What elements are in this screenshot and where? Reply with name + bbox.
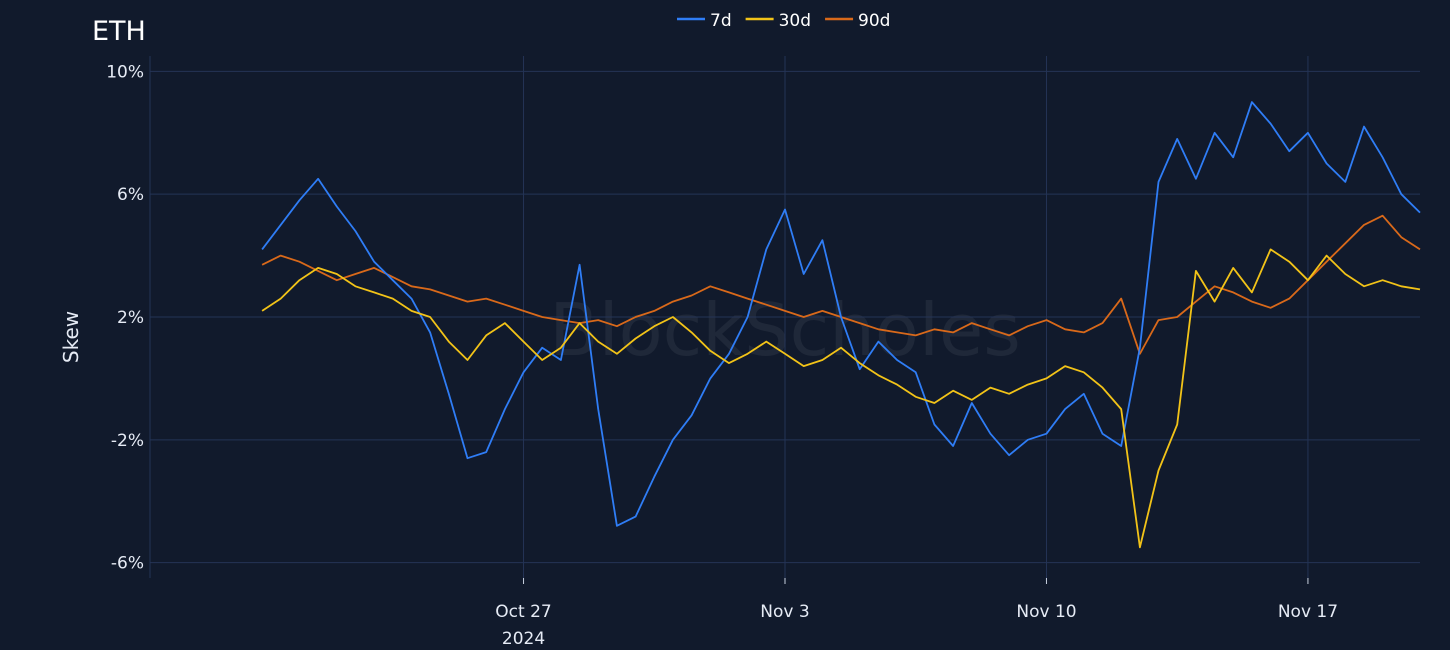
y-tick-label: 2%: [117, 308, 144, 328]
x-tick-label: Oct 27: [495, 602, 551, 622]
legend-label: 7d: [710, 11, 732, 31]
y-tick-label: -6%: [111, 554, 144, 574]
chart-title: ETH: [92, 16, 146, 47]
grid: [149, 56, 1420, 578]
series-lines: [261, 101, 1421, 549]
x-axis-ticks: Oct 27 2024 Nov 3 Nov 10 Nov 17: [495, 578, 1338, 649]
series-line-7d: [261, 101, 1421, 527]
legend[interactable]: 7d 30d 90d: [677, 11, 890, 31]
y-tick-label: 6%: [117, 185, 144, 205]
legend-label: 90d: [858, 11, 890, 31]
y-tick-label: 10%: [106, 62, 144, 82]
legend-label: 30d: [779, 11, 811, 31]
y-tick-label: -2%: [111, 431, 144, 451]
x-tick-label: Nov 17: [1278, 602, 1338, 622]
legend-item-90d[interactable]: 90d: [825, 11, 890, 31]
series-line-30d: [261, 248, 1421, 549]
x-tick-year: 2024: [502, 629, 545, 649]
y-axis-ticks: -6% -2% 2% 6% 10%: [106, 62, 144, 573]
x-tick-label: Nov 3: [760, 602, 809, 622]
y-axis-label: Skew: [59, 311, 83, 363]
legend-item-30d[interactable]: 30d: [745, 11, 811, 31]
x-tick-label: Nov 10: [1016, 602, 1076, 622]
legend-item-7d[interactable]: 7d: [677, 11, 732, 31]
